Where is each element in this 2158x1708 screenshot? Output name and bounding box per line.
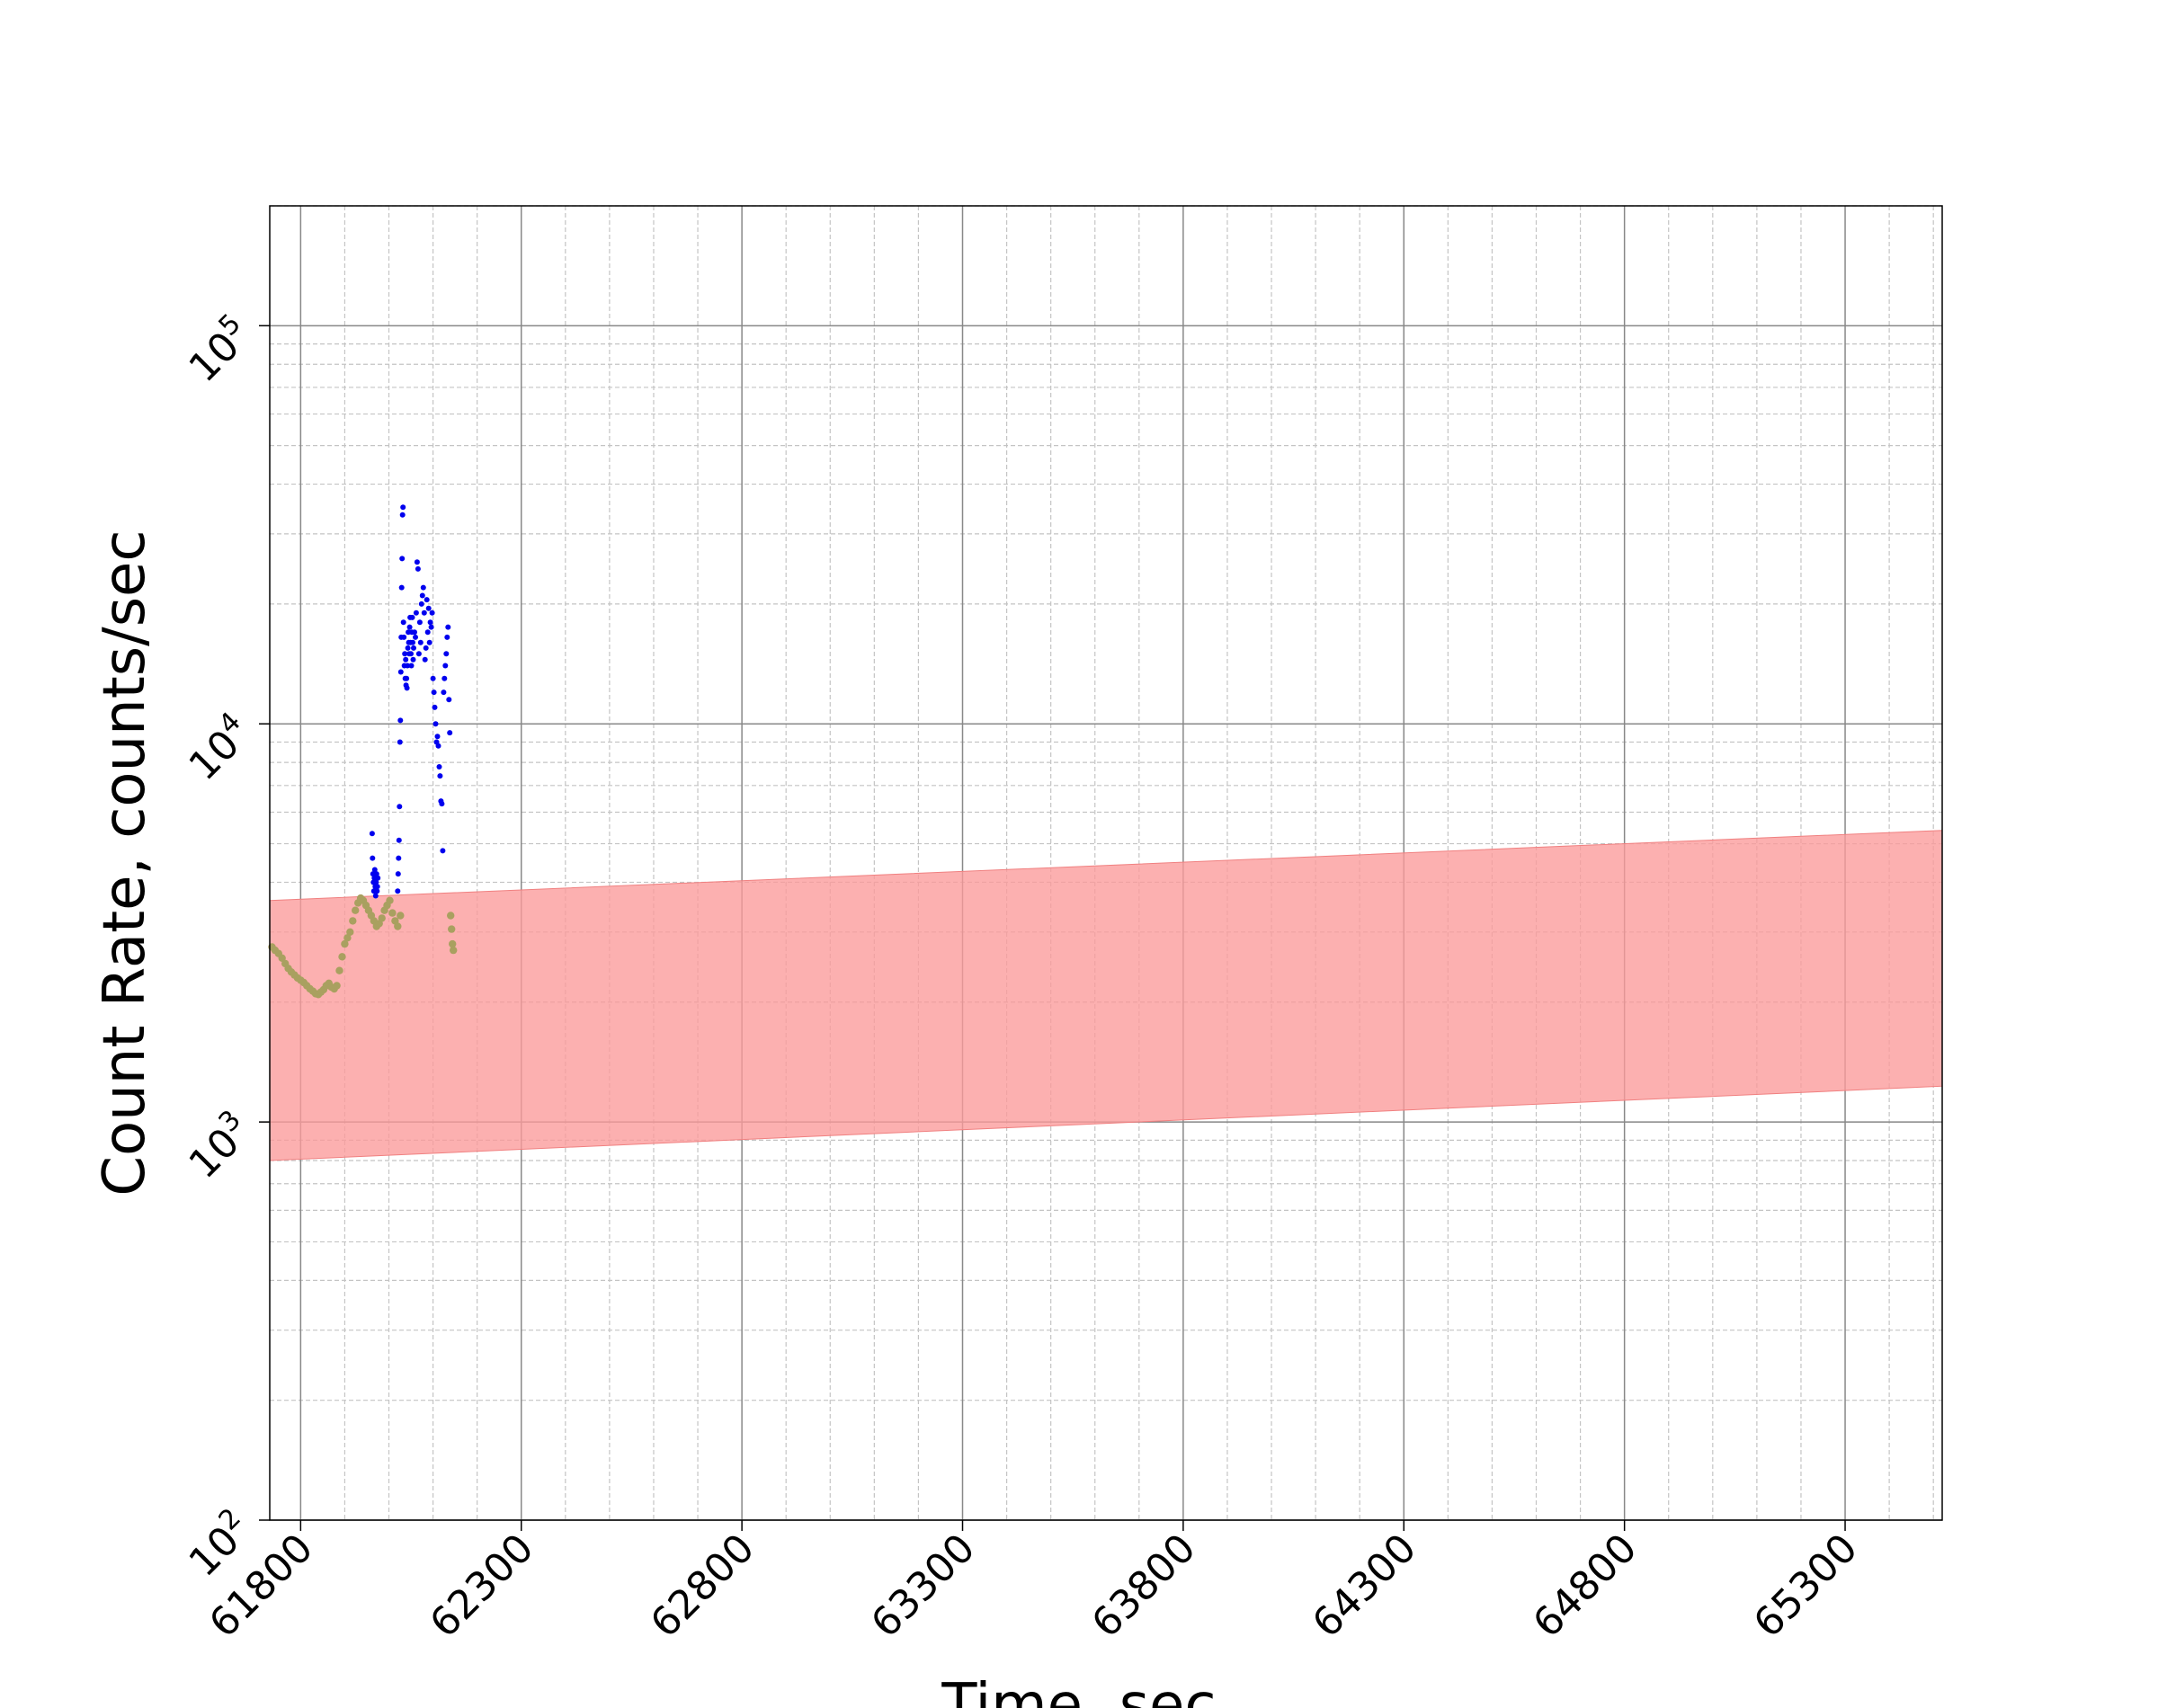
background-point (449, 939, 457, 948)
background-point (338, 953, 346, 961)
burst-point (436, 764, 442, 769)
burst-point (437, 773, 443, 779)
burst-point (411, 645, 416, 651)
burst-point (429, 609, 435, 616)
burst-point (418, 600, 424, 607)
burst-point (408, 663, 415, 669)
burst-point (395, 871, 401, 877)
burst-point (401, 634, 407, 640)
burst-point (406, 624, 413, 630)
background-point (448, 925, 456, 933)
burst-point (440, 848, 446, 854)
burst-point (397, 804, 403, 810)
background-point (349, 917, 357, 925)
burst-point (373, 871, 379, 877)
burst-point (424, 597, 430, 603)
burst-point (441, 689, 447, 696)
burst-point (400, 619, 406, 626)
burst-point (445, 624, 451, 630)
burst-point (414, 559, 420, 565)
burst-point (416, 619, 423, 626)
burst-point (444, 634, 450, 640)
background-point (341, 939, 349, 948)
x-axis-title: Time, sec (941, 1672, 1216, 1708)
burst-point (396, 855, 402, 861)
background-point (346, 928, 354, 937)
burst-point (421, 609, 427, 616)
burst-point (400, 504, 406, 511)
burst-point (399, 512, 406, 518)
burst-point (425, 605, 432, 611)
burst-point (370, 855, 376, 861)
burst-point (410, 639, 415, 645)
burst-point (405, 645, 411, 651)
background-point (352, 906, 360, 914)
burst-point (443, 651, 450, 657)
burst-point (408, 651, 414, 657)
burst-point (403, 656, 409, 663)
burst-point (375, 875, 381, 881)
burst-point (402, 651, 408, 657)
burst-point (399, 556, 406, 562)
burst-point (439, 801, 445, 807)
burst-point (398, 584, 405, 591)
plot-frame (269, 205, 1943, 1521)
burst-point (415, 565, 421, 572)
burst-point (404, 685, 410, 691)
burst-point (395, 888, 401, 894)
burst-point (374, 888, 380, 894)
background-point (343, 934, 352, 942)
burst-point (413, 634, 418, 640)
burst-point (430, 675, 436, 681)
burst-point (374, 884, 380, 890)
burst-point (435, 743, 441, 749)
burst-point (419, 592, 425, 599)
background-point (394, 922, 402, 930)
burst-point (404, 675, 410, 681)
burst-point (409, 614, 415, 620)
burst-point (397, 739, 403, 745)
burst-point (442, 663, 449, 669)
burst-point (413, 609, 419, 616)
burst-point (434, 734, 441, 740)
burst-point (410, 656, 416, 663)
background-point (447, 912, 455, 920)
background-point (397, 912, 405, 920)
burst-point (417, 639, 424, 645)
background-point (335, 966, 343, 974)
data-points (268, 504, 458, 999)
burst-point (371, 867, 378, 873)
burst-point (426, 639, 432, 645)
burst-point (397, 717, 404, 724)
burst-point (424, 629, 431, 636)
burst-point (427, 619, 433, 626)
burst-point (373, 879, 379, 885)
y-axis-title: Count Rate, counts/sec (92, 529, 158, 1196)
burst-point (446, 697, 452, 703)
background-point (386, 896, 394, 904)
background-point (333, 982, 341, 990)
burst-point (405, 663, 411, 669)
burst-point (447, 730, 453, 736)
burst-point (423, 645, 429, 651)
burst-point (372, 893, 379, 899)
burst-point (396, 837, 402, 843)
burst-point (432, 721, 439, 727)
background-point (278, 954, 286, 963)
burst-point (420, 584, 426, 591)
background-point (388, 909, 397, 917)
burst-point (412, 629, 417, 636)
burst-point (397, 669, 404, 675)
burst-point (369, 831, 375, 837)
background-point (378, 914, 386, 922)
burst-point (431, 689, 437, 696)
burst-point (422, 656, 428, 663)
burst-point (441, 675, 448, 681)
burst-point (428, 624, 434, 630)
burst-point (432, 704, 438, 710)
burst-point (415, 651, 422, 657)
background-point (450, 946, 458, 955)
